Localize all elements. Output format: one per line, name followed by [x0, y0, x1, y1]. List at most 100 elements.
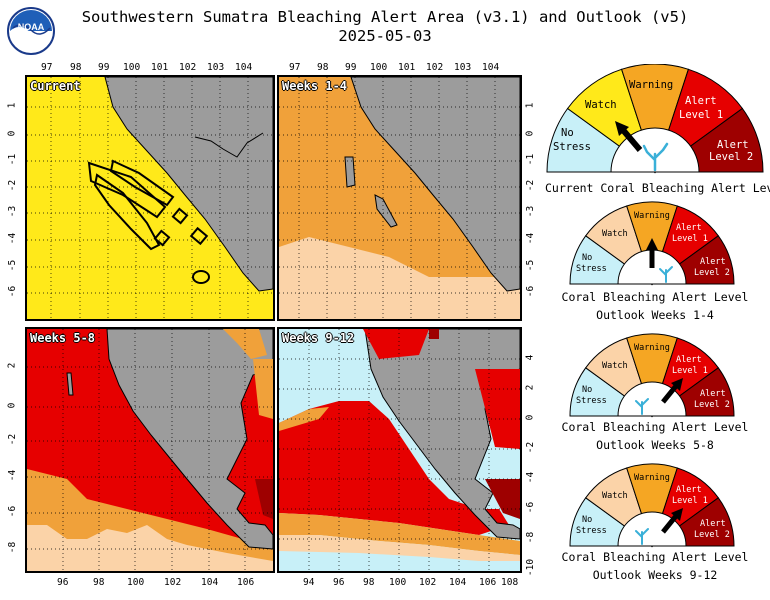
- lat-tick: -6: [7, 505, 19, 518]
- gauge-label-alert: Alert: [676, 485, 702, 495]
- lon-tick: 99: [345, 62, 357, 73]
- lat-tick: 2: [6, 362, 18, 369]
- gauge-caption-line-2: Outlook Weeks 5-8: [596, 438, 714, 452]
- lat-tick: 0: [524, 414, 536, 421]
- gauge-label-level-2: Level 2: [694, 530, 730, 540]
- lat-tick: -4: [7, 469, 19, 482]
- map-panel-weeks-1-4: Weeks 1-4: [277, 75, 522, 321]
- page-title: Southwestern Sumatra Bleaching Alert Are…: [60, 8, 710, 46]
- gauge-label-alert: Alert: [700, 389, 726, 399]
- lat-tick: -3: [525, 205, 537, 218]
- lat-tick: -2: [7, 433, 19, 446]
- gauge-label-warning: Warning: [634, 343, 670, 353]
- lon-tick: 101: [398, 62, 416, 73]
- lon-tick: 104: [449, 577, 467, 588]
- gauge-label-level-2: Level 2: [709, 151, 753, 163]
- gauge-label-alert: Alert: [700, 257, 726, 267]
- gauge-label-alert: Alert: [676, 355, 702, 365]
- lon-tick: 98: [363, 577, 375, 588]
- lat-tick: -2: [7, 179, 19, 192]
- lat-tick: -4: [7, 232, 19, 245]
- lat-tick: -4: [525, 232, 537, 245]
- gauge-label-level-1: Level 1: [672, 496, 708, 506]
- gauge-label-no-stress: No: [582, 385, 592, 395]
- title-line-1: Southwestern Sumatra Bleaching Alert Are…: [81, 8, 689, 26]
- gauge-label-level-2: Level 2: [694, 400, 730, 410]
- gauge-label-no-stress: No: [582, 515, 592, 525]
- lon-tick: 97: [41, 62, 53, 73]
- lat-tick: -3: [7, 205, 19, 218]
- gauge-caption-weeks-9-12: Coral Bleaching Alert Level Outlook Week…: [545, 550, 765, 582]
- gauge-label-watch: Watch: [585, 99, 617, 111]
- panel-label-current: Current: [30, 79, 81, 93]
- gauge-label-stress: Stress: [576, 526, 607, 536]
- lat-tick: 1: [6, 102, 18, 109]
- gauge-caption-line-2: Outlook Weeks 1-4: [596, 308, 714, 322]
- lon-tick: 102: [179, 62, 197, 73]
- panel-label-weeks-1-4: Weeks 1-4: [282, 79, 348, 93]
- lat-tick: -2: [525, 441, 537, 454]
- lon-tick: 100: [370, 62, 388, 73]
- lon-tick: 97: [289, 62, 301, 73]
- lat-tick: -6: [525, 285, 537, 298]
- alert-gauge-weeks-1-4: No Stress Watch Warning Alert Level 1 Al…: [568, 200, 736, 286]
- gauge-label-alert: Alert: [685, 95, 717, 107]
- lon-tick: 98: [70, 62, 82, 73]
- coral-icon: [659, 266, 673, 283]
- map-panel-weeks-5-8: Weeks 5-8: [25, 327, 275, 573]
- gauge-label-alert: Alert: [717, 139, 749, 151]
- gauge-label-watch: Watch: [602, 491, 628, 501]
- lon-tick: 94: [303, 577, 315, 588]
- alert-gauge-current: No Stress Watch Warning Alert Level 1 Al…: [545, 63, 765, 176]
- panel-label-weeks-5-8: Weeks 5-8: [30, 331, 96, 345]
- alert-gauge-weeks-5-8: No Stress Watch Warning Alert Level 1 Al…: [568, 332, 736, 418]
- logo-text: NOAA: [18, 22, 45, 32]
- map-weeks-1-4: [279, 77, 520, 319]
- gauge-label-stress: Stress: [576, 264, 607, 274]
- lat-tick: -10: [525, 558, 537, 577]
- lon-tick: 106: [479, 577, 497, 588]
- coral-icon: [635, 528, 649, 545]
- gauge-label-alert: Alert: [676, 223, 702, 233]
- coral-icon: [642, 142, 669, 172]
- gauge-label-level-1: Level 1: [672, 366, 708, 376]
- gauge-label-watch: Watch: [602, 361, 628, 371]
- lon-tick: 102: [426, 62, 444, 73]
- lat-tick: 1: [524, 102, 536, 109]
- lon-tick: 98: [93, 577, 105, 588]
- lon-tick: 98: [317, 62, 329, 73]
- map-panel-current: Current: [25, 75, 275, 321]
- lon-tick: 104: [201, 577, 219, 588]
- coral-icon: [635, 398, 649, 415]
- lat-tick: 0: [524, 130, 536, 137]
- lon-tick: 99: [98, 62, 110, 73]
- noaa-logo-icon: NOAA: [6, 6, 56, 56]
- gauge-caption-line-2: Outlook Weeks 9-12: [592, 568, 718, 582]
- lat-tick: -8: [7, 541, 19, 554]
- gauge-caption-line-1: Coral Bleaching Alert Level: [561, 290, 749, 304]
- gauge-label-level-2: Level 2: [694, 268, 730, 278]
- lat-tick: -2: [525, 179, 537, 192]
- lon-tick: 104: [235, 62, 253, 73]
- lon-tick: 100: [389, 577, 407, 588]
- alert-gauge-dial: No Stress Watch Warning Alert Level 1 Al…: [569, 333, 735, 418]
- gauge-label-no-stress: No: [561, 127, 574, 139]
- alert-gauge-weeks-9-12: No Stress Watch Warning Alert Level 1 Al…: [568, 462, 736, 548]
- gauge-label-warning: Warning: [629, 79, 673, 91]
- map-weeks-9-12: [279, 329, 520, 571]
- lat-tick: -8: [525, 531, 537, 544]
- lon-tick: 103: [207, 62, 225, 73]
- lon-tick: 102: [419, 577, 437, 588]
- gauge-label-alert: Alert: [700, 519, 726, 529]
- lon-tick: 103: [454, 62, 472, 73]
- lat-tick: -1: [525, 153, 537, 166]
- lat-tick: -4: [525, 471, 537, 484]
- lat-tick: 0: [6, 402, 18, 409]
- lon-tick: 100: [127, 577, 145, 588]
- gauge-caption-weeks-5-8: Coral Bleaching Alert Level Outlook Week…: [545, 420, 765, 452]
- alert-gauge-dial: No Stress Watch Warning Alert Level 1 Al…: [569, 201, 735, 286]
- alert-gauge-dial: No Stress Watch Warning Alert Level 1 Al…: [546, 63, 764, 174]
- lon-tick: 102: [164, 577, 182, 588]
- gauge-label-level-1: Level 1: [672, 234, 708, 244]
- gauge-label-watch: Watch: [602, 229, 628, 239]
